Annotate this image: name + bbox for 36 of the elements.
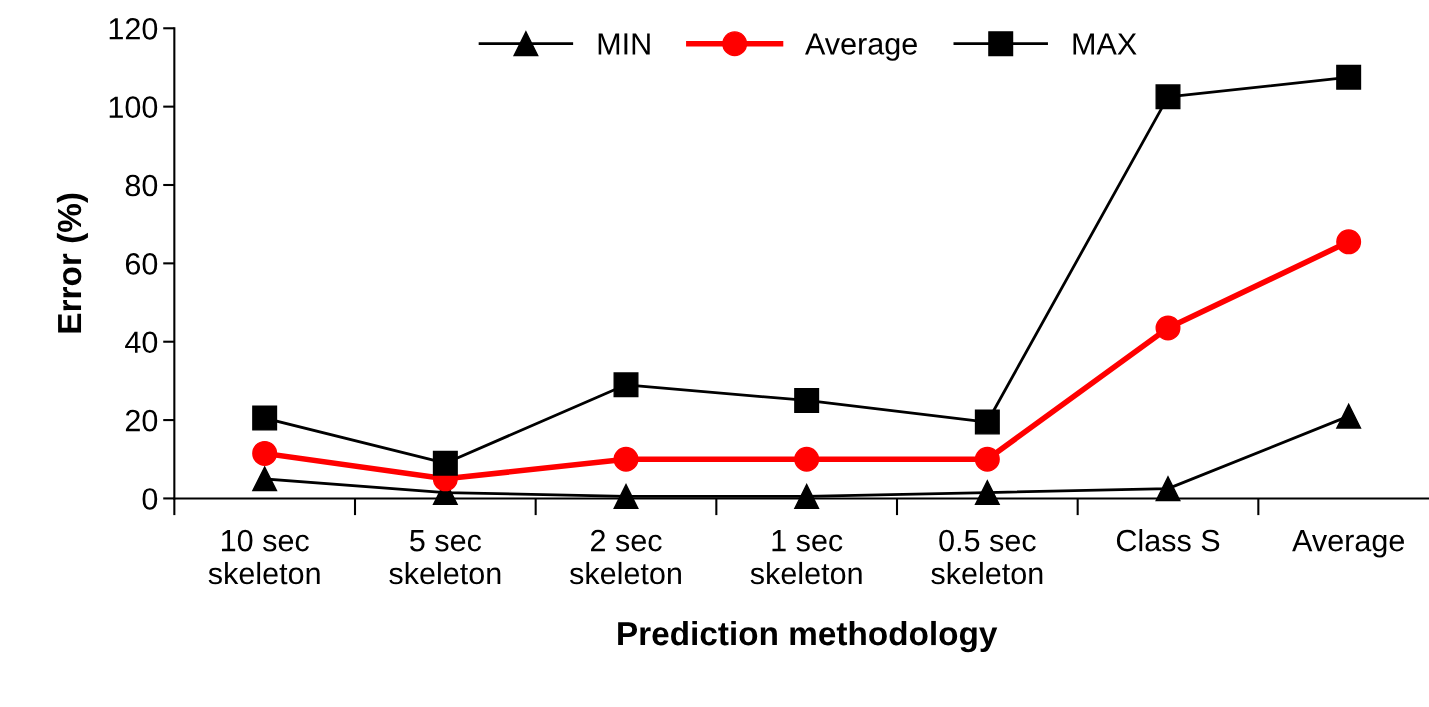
x-axis-title: Prediction methodology [618,620,998,653]
point [974,446,1000,472]
legend-label: Average [805,33,917,61]
legend-label: MAX [1073,33,1137,55]
x-tick-label: 5 sec skeleton [389,530,501,585]
y-tick-label: 100 [109,96,158,119]
point [613,372,639,398]
point [252,466,278,492]
x-tick-label: 1 sec skeleton [750,530,862,585]
y-tick-label: 80 [125,174,158,197]
x-tick-label: Class S [1116,528,1220,552]
y-tick-label: 40 [125,331,158,354]
y-tick-label: 120 [109,18,158,40]
point [794,483,820,509]
y-axis-title: Error (%) [56,193,88,333]
point [1155,84,1181,110]
point [432,450,458,476]
legend-label: MIN [598,33,650,55]
x-tick-label: 0.5 sec skeleton [931,529,1043,585]
point [1155,315,1181,341]
point [1336,64,1362,90]
point [794,446,820,472]
x-tick-label: Average [1292,530,1404,558]
point [974,409,1000,435]
point [613,446,639,472]
x-tick-label: 2 sec skeleton [569,529,681,585]
point [252,440,278,466]
y-tick-label: 0 [142,488,158,510]
point [613,483,639,509]
x-tick-label: 10 sec skeleton [208,529,320,585]
point [1336,229,1362,255]
y-tick-label: 60 [125,253,158,275]
point [252,405,278,431]
point [1336,403,1362,429]
point [794,387,820,413]
y-tick-label: 20 [125,409,158,432]
